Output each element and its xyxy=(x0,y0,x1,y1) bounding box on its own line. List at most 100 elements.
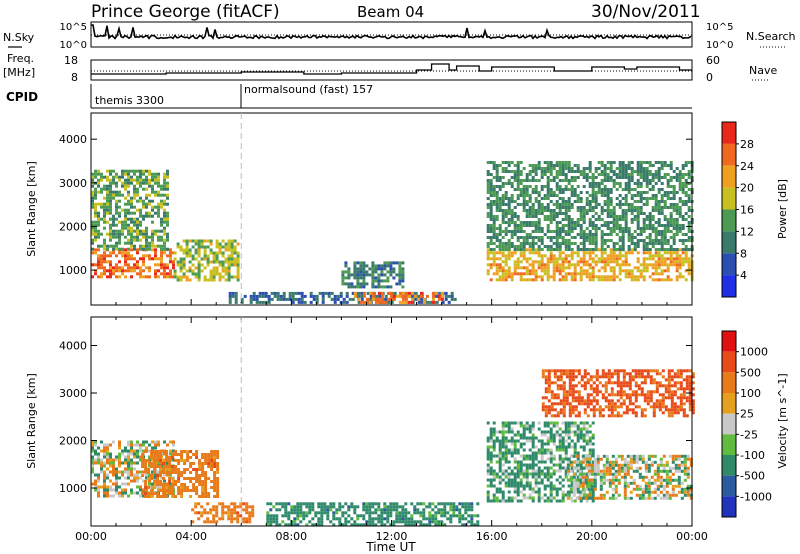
echo-cell xyxy=(192,486,196,489)
echo-cell xyxy=(224,505,228,509)
echo-cell xyxy=(543,466,547,470)
echo-cell xyxy=(362,267,366,271)
echo-cell xyxy=(593,466,597,470)
echo-cell xyxy=(118,452,121,456)
echo-cell xyxy=(94,223,97,227)
echo-cell xyxy=(579,224,583,227)
echo-cell xyxy=(106,476,109,480)
echo-cell xyxy=(602,472,606,476)
echo-cell xyxy=(579,463,583,467)
echo-cell xyxy=(687,227,691,230)
echo-cell xyxy=(467,505,471,509)
echo-cell xyxy=(489,194,493,197)
echo-cell xyxy=(91,202,94,206)
echo-cell xyxy=(570,227,574,230)
echo-cell xyxy=(209,508,213,512)
echo-cell xyxy=(663,260,667,264)
echo-cell xyxy=(543,451,547,455)
echo-cell xyxy=(470,508,474,512)
echo-cell xyxy=(591,227,595,230)
echo-cell xyxy=(672,257,676,261)
echo-cell xyxy=(600,191,604,194)
echo-cell xyxy=(495,487,499,491)
echo-cell xyxy=(486,484,490,488)
echo-cell xyxy=(546,209,550,212)
echo-cell xyxy=(507,275,511,279)
echo-cell xyxy=(672,176,676,179)
echo-cell xyxy=(173,251,177,255)
echo-cell xyxy=(564,466,568,470)
echo-cell xyxy=(213,483,217,486)
echo-cell xyxy=(166,217,169,221)
echo-cell xyxy=(130,220,133,224)
echo-cell xyxy=(398,294,402,298)
echo-cell xyxy=(588,176,592,179)
echo-cell xyxy=(311,517,315,521)
echo-cell xyxy=(675,278,679,282)
echo-cell xyxy=(404,502,408,506)
echo-cell xyxy=(608,460,612,464)
echo-cell xyxy=(570,424,574,428)
echo-cell xyxy=(492,272,496,276)
echo-cell xyxy=(573,272,577,276)
echo-cell xyxy=(299,508,303,512)
echo-cell xyxy=(567,484,571,488)
echo-cell xyxy=(639,161,643,164)
echo-cell xyxy=(291,294,295,298)
echo-cell xyxy=(641,460,645,464)
echo-cell xyxy=(136,449,139,453)
echo-cell xyxy=(498,188,502,191)
echo-cell xyxy=(528,233,532,236)
echo-cell xyxy=(537,487,541,491)
echo-cell xyxy=(150,495,154,498)
echo-cell xyxy=(678,230,682,233)
echo-cell xyxy=(242,517,246,521)
echo-cell xyxy=(389,514,393,518)
echo-cell xyxy=(458,511,462,515)
echo-cell xyxy=(230,514,234,518)
echo-cell xyxy=(516,451,520,455)
echo-cell xyxy=(145,202,148,206)
echo-cell xyxy=(605,472,609,476)
echo-cell xyxy=(486,188,490,191)
echo-cell xyxy=(174,471,178,474)
echo-cell xyxy=(537,263,541,267)
echo-cell xyxy=(464,502,468,506)
echo-cell xyxy=(525,439,529,443)
echo-cell xyxy=(603,200,607,203)
echo-cell xyxy=(395,502,399,506)
echo-cell xyxy=(124,254,127,258)
echo-cell xyxy=(172,260,175,264)
echo-cell xyxy=(115,263,118,267)
echo-cell xyxy=(651,188,655,191)
echo-cell xyxy=(600,173,604,176)
echo-cell xyxy=(621,170,625,173)
echo-cell xyxy=(537,439,541,443)
echo-cell xyxy=(528,221,532,224)
echo-cell xyxy=(212,520,216,524)
echo-cell xyxy=(572,493,576,497)
echo-cell xyxy=(501,197,505,200)
echo-cell xyxy=(157,184,160,188)
echo-cell xyxy=(103,214,106,218)
echo-cell xyxy=(177,462,181,465)
echo-cell xyxy=(154,440,157,444)
echo-cell xyxy=(594,275,598,279)
echo-cell xyxy=(127,178,130,182)
echo-cell xyxy=(647,496,651,500)
echo-cell xyxy=(516,227,520,230)
echo-cell xyxy=(612,221,616,224)
echo-cell xyxy=(172,266,175,270)
echo-cell xyxy=(151,440,154,444)
echo-cell xyxy=(109,208,112,212)
echo-cell xyxy=(498,242,502,245)
echo-cell xyxy=(519,191,523,194)
echo-cell xyxy=(294,297,298,301)
echo-cell xyxy=(627,272,631,276)
echo-cell xyxy=(669,245,673,248)
echo-cell xyxy=(546,176,550,179)
echo-cell xyxy=(663,278,667,282)
echo-cell xyxy=(498,185,502,188)
echo-cell xyxy=(162,495,166,498)
echo-cell xyxy=(351,297,355,301)
